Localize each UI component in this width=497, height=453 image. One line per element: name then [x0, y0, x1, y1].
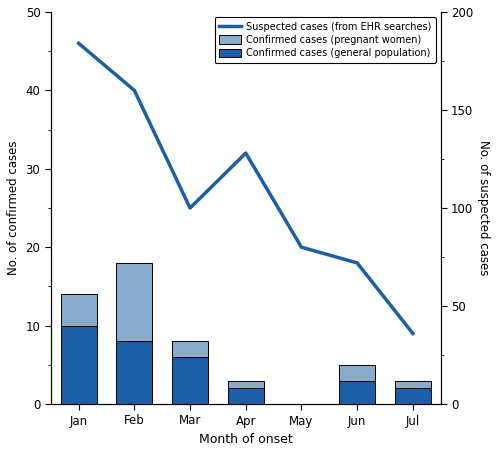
Bar: [116, 263, 153, 342]
Legend: Suspected cases (from EHR searches), Confirmed cases (pregnant women), Confirmed: Suspected cases (from EHR searches), Con…: [215, 17, 436, 63]
Bar: [395, 388, 431, 404]
Bar: [339, 381, 375, 404]
Bar: [172, 357, 208, 404]
Bar: [339, 365, 375, 381]
Y-axis label: No. of suspected cases: No. of suspected cases: [477, 140, 490, 276]
Bar: [61, 326, 97, 404]
Bar: [395, 381, 431, 388]
X-axis label: Month of onset: Month of onset: [199, 433, 293, 446]
Y-axis label: No. of confirmed cases: No. of confirmed cases: [7, 141, 20, 275]
Bar: [228, 388, 264, 404]
Bar: [228, 381, 264, 388]
Bar: [116, 342, 153, 404]
Bar: [172, 342, 208, 357]
Bar: [61, 294, 97, 326]
